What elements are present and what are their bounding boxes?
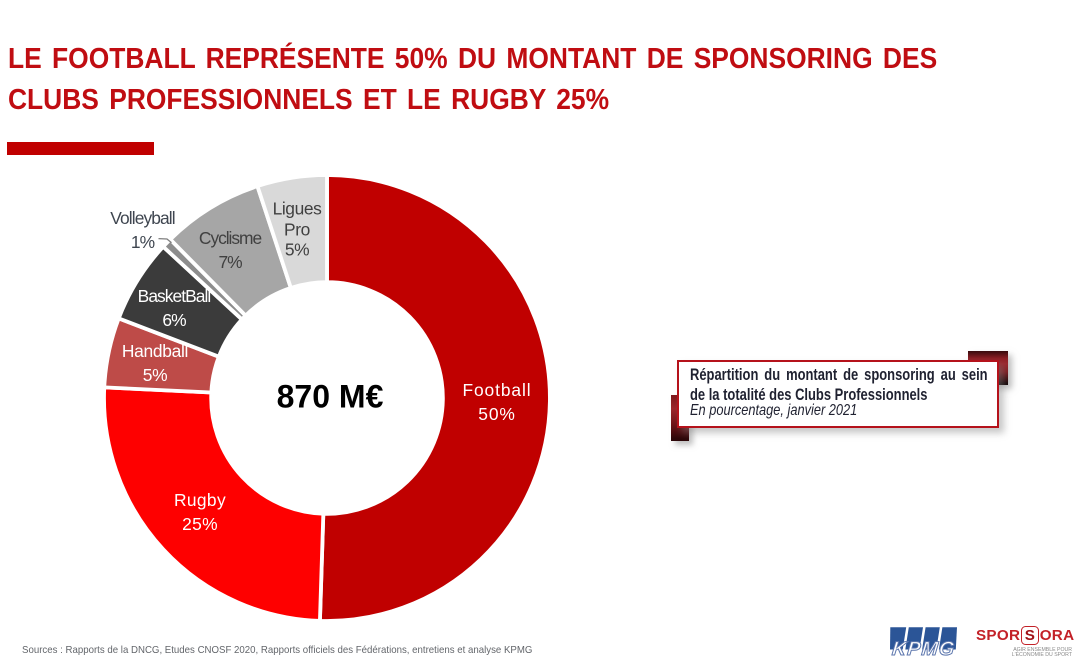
svg-text:KPMG: KPMG bbox=[891, 638, 957, 660]
